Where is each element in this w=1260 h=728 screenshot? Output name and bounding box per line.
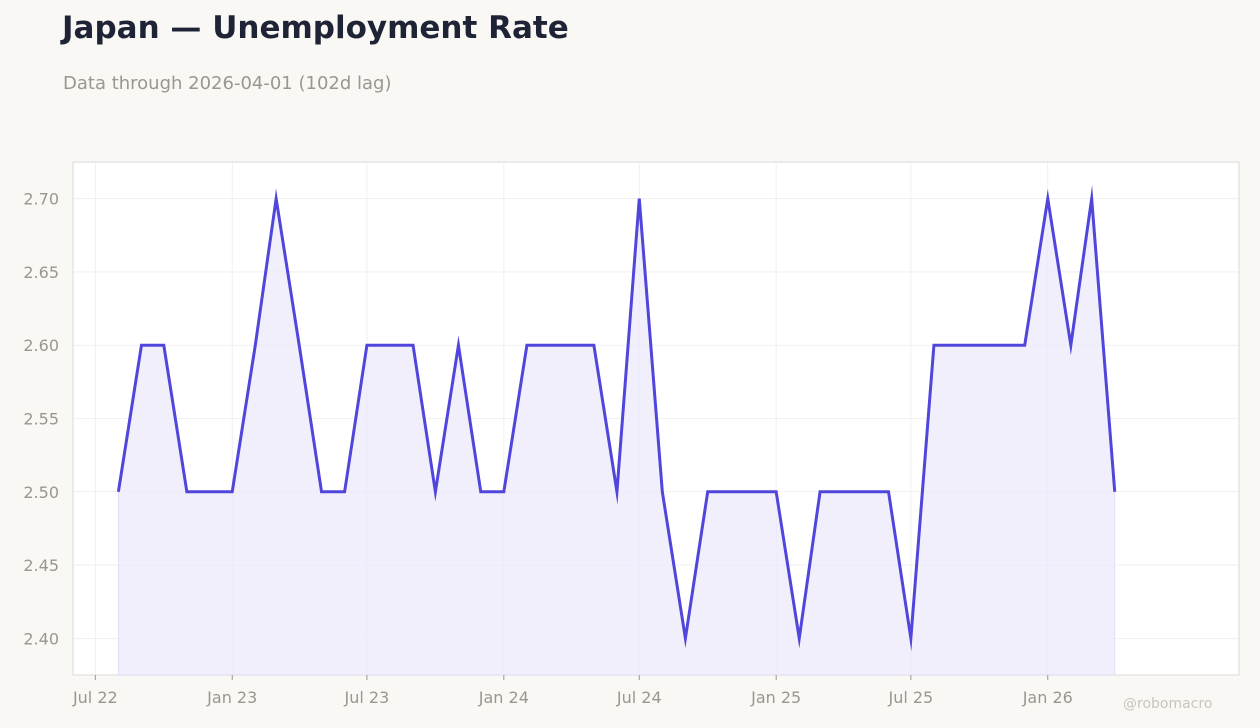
data-point [729,490,732,493]
x-tick-label: Jul 25 [887,688,933,707]
x-tick-label: Jul 23 [344,688,390,707]
chart-subtitle: Data through 2026-04-01 (102d lag) [63,73,392,94]
y-tick-label: 2.65 [23,263,59,282]
data-point [320,490,323,493]
data-point [1113,490,1116,493]
chart-title: Japan — Unemployment Rate [62,10,569,46]
series-line [116,184,1117,652]
data-point [343,490,346,493]
data-point [162,344,165,347]
data-point [955,344,958,347]
data-point [140,344,143,347]
y-tick-label: 2.60 [23,336,59,355]
data-point [1001,344,1004,347]
data-point [932,344,935,347]
series-area [116,184,1117,676]
data-point [661,490,664,493]
data-point [525,344,528,347]
data-point [1090,197,1093,200]
data-point [275,197,278,200]
data-point [1069,344,1072,347]
data-point [365,344,368,347]
data-point [547,344,550,347]
data-point [185,490,188,493]
data-point [842,490,845,493]
x-tick-label: Jan 24 [478,688,529,707]
data-point [208,490,211,493]
data-point [887,490,890,493]
data-point [570,344,573,347]
x-tick-label: Jul 22 [72,688,118,707]
data-point [1023,344,1026,347]
data-point [819,490,822,493]
x-tick-label: Jan 23 [206,688,257,707]
x-tick-label: Jan 26 [1022,688,1073,707]
data-point [798,637,801,640]
data-point [752,490,755,493]
data-point [479,490,482,493]
data-point [388,344,391,347]
data-point [254,344,257,347]
data-point [434,490,437,493]
y-tick-label: 2.55 [23,410,59,429]
data-point [592,344,595,347]
data-point [978,344,981,347]
data-point [298,344,301,347]
data-point [909,637,912,640]
watermark: @robomacro [1123,696,1213,712]
data-point [117,490,120,493]
data-point [412,344,415,347]
data-point [457,344,460,347]
data-point [684,637,687,640]
y-tick-label: 2.45 [23,556,59,575]
data-point [706,490,709,493]
axis-ticks: 2.40 2.45 2.50 2.55 2.60 2.65 2.70 Jul 22 Jan 23… [23,190,1072,707]
data-point [1046,197,1049,200]
x-tick-label: Jul 24 [616,688,662,707]
data-point [638,197,641,200]
data-point [231,490,234,493]
y-tick-label: 2.40 [23,629,59,648]
data-point [864,490,867,493]
y-tick-label: 2.70 [23,190,59,209]
data-point [502,490,505,493]
data-point [775,490,778,493]
data-point [615,490,618,493]
x-tick-label: Jan 25 [750,688,801,707]
y-tick-label: 2.50 [23,483,59,502]
